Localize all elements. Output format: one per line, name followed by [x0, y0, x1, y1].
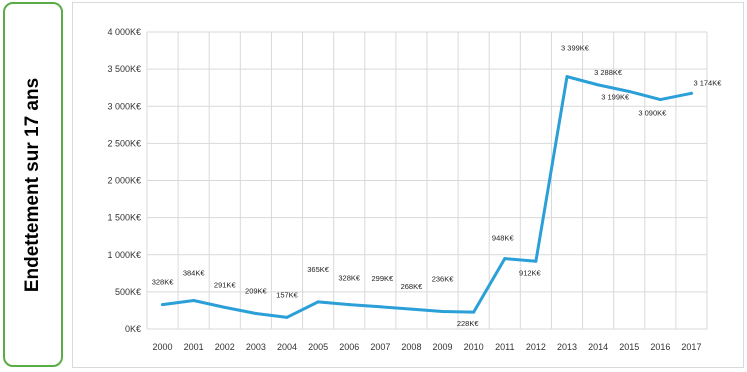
x-tick-label: 2000 [153, 342, 173, 352]
chart-frame [72, 2, 744, 368]
data-label: 157K€ [276, 290, 299, 299]
y-tick-label: 4 000K€ [107, 27, 141, 37]
data-label: 948K€ [492, 234, 515, 243]
data-point [347, 303, 351, 307]
data-label: 3 288K€ [594, 68, 623, 77]
data-point [285, 315, 289, 319]
y-tick-label: 0K€ [125, 324, 141, 334]
data-point [534, 259, 538, 263]
x-tick-label: 2006 [339, 342, 359, 352]
data-label: 3 090K€ [638, 109, 667, 118]
y-tick-label: 1 500K€ [107, 213, 141, 223]
series-line [161, 75, 693, 319]
data-point [192, 298, 196, 302]
data-label: 328K€ [338, 274, 361, 283]
data-label: 299K€ [371, 274, 394, 283]
x-tick-label: 2005 [308, 342, 328, 352]
side-panel: Endettement sur 17 ans [3, 2, 63, 367]
x-tick-label: 2003 [246, 342, 266, 352]
data-point [565, 75, 569, 79]
data-point [378, 305, 382, 309]
data-label: 365K€ [307, 265, 330, 274]
y-tick-label: 500K€ [115, 287, 141, 297]
x-tick-label: 2009 [433, 342, 453, 352]
data-label: 236K€ [432, 274, 455, 283]
x-tick-label: 2001 [184, 342, 204, 352]
data-point [254, 311, 258, 315]
y-tick-label: 1 000K€ [107, 250, 141, 260]
data-label: 912K€ [519, 268, 542, 277]
x-tick-label: 2002 [215, 342, 235, 352]
data-point [472, 310, 476, 314]
x-tick-label: 2016 [650, 342, 670, 352]
x-tick-label: 2012 [526, 342, 546, 352]
data-label: 3 199K€ [601, 92, 630, 101]
data-point [223, 305, 227, 309]
x-tick-label: 2014 [588, 342, 608, 352]
data-label: 3 174K€ [693, 78, 722, 87]
data-point [689, 91, 693, 95]
data-point [316, 300, 320, 304]
y-tick-label: 3 000K€ [107, 101, 141, 111]
x-tick-label: 2011 [495, 342, 514, 352]
y-tick-label: 2 000K€ [107, 176, 141, 186]
data-label: 268K€ [401, 282, 424, 291]
x-tick-label: 2015 [619, 342, 639, 352]
data-label: 328K€ [152, 278, 175, 287]
x-tick-label: 2013 [557, 342, 577, 352]
data-point [409, 307, 413, 311]
data-label: 291K€ [214, 280, 237, 289]
data-point [441, 309, 445, 313]
data-point [503, 257, 507, 261]
x-tick-label: 2004 [277, 342, 297, 352]
data-point [161, 303, 165, 307]
data-label: 384K€ [183, 268, 206, 277]
data-label: 209K€ [245, 286, 268, 295]
y-tick-label: 2 500K€ [107, 138, 141, 148]
data-label: 3 399K€ [561, 44, 590, 53]
x-tick-label: 2007 [370, 342, 390, 352]
data-point [658, 98, 662, 102]
x-tick-label: 2010 [464, 342, 484, 352]
x-tick-label: 2017 [681, 342, 701, 352]
y-tick-label: 3 500K€ [107, 64, 141, 74]
data-point [627, 89, 631, 93]
data-point [596, 83, 600, 87]
x-tick-label: 2008 [401, 342, 421, 352]
data-label: 228K€ [457, 319, 480, 328]
